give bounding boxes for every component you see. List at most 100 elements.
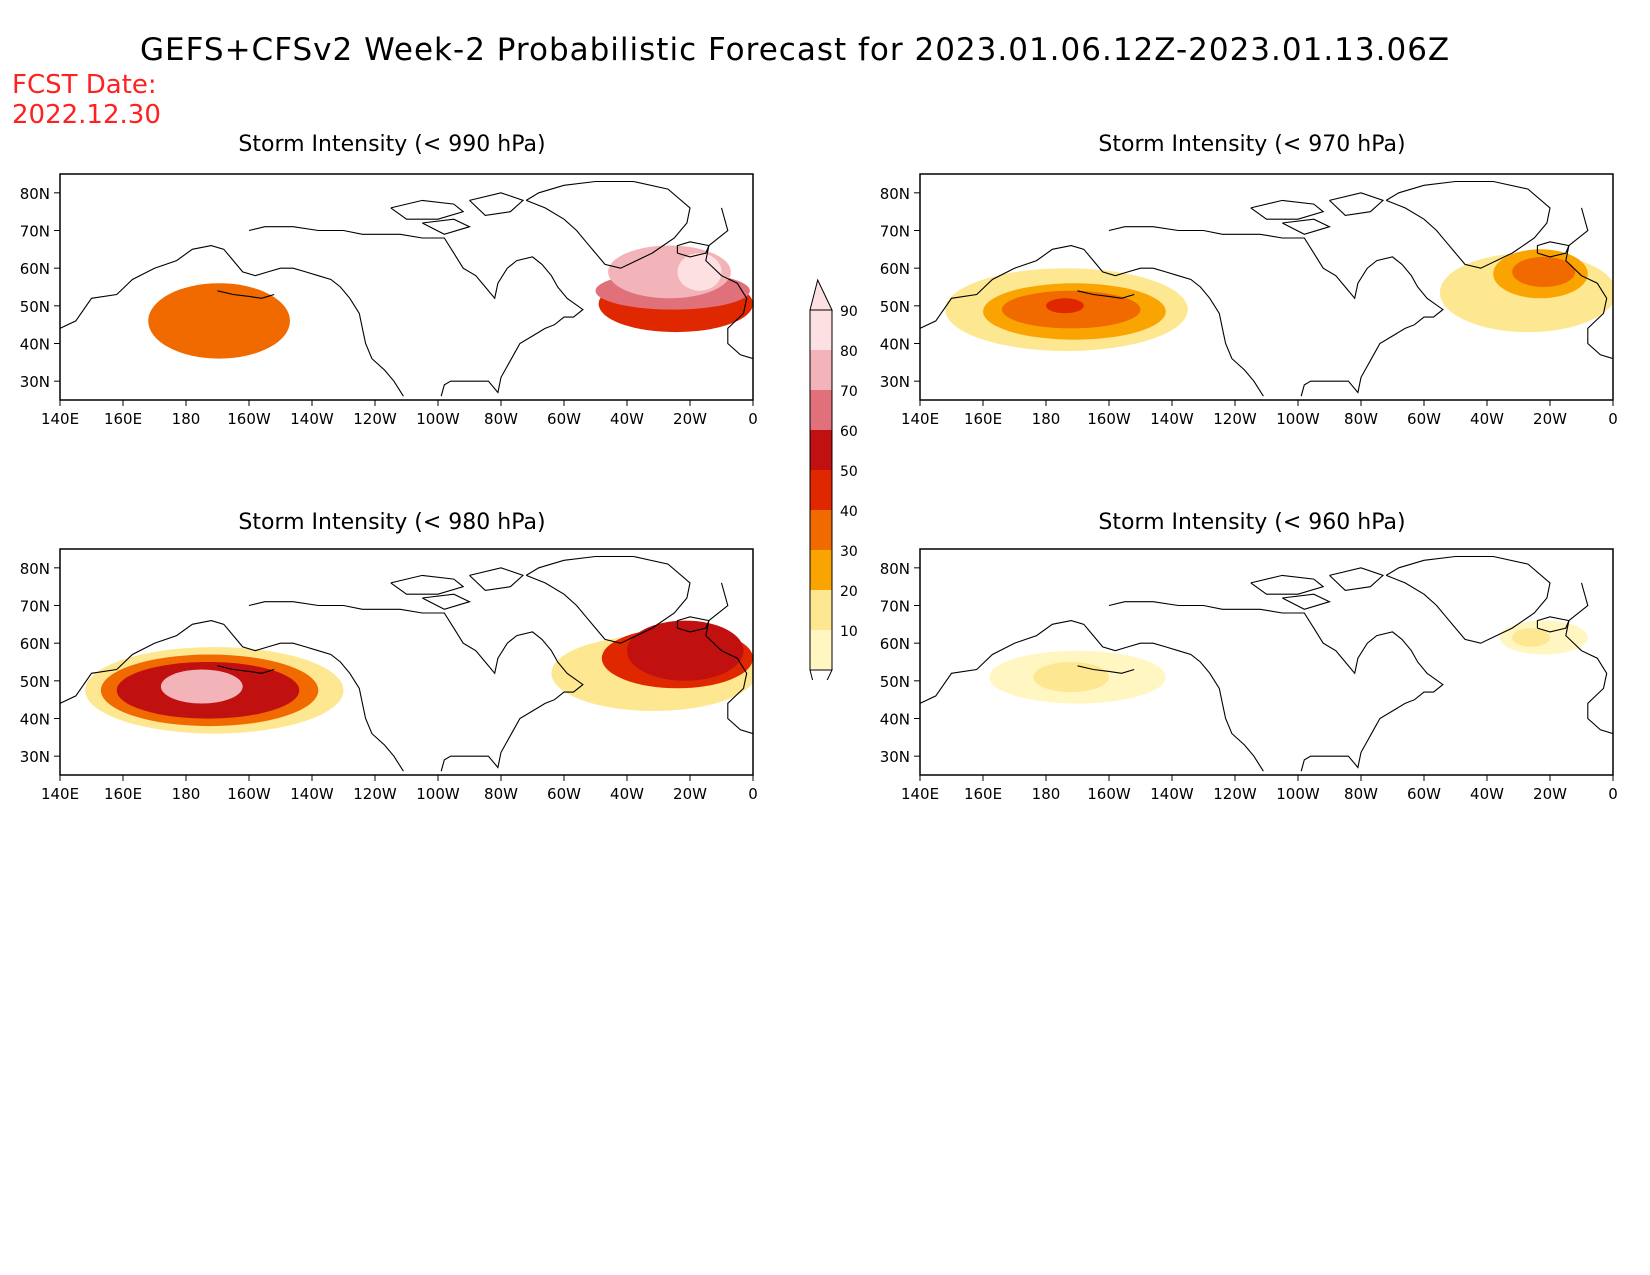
colorbar-label: 70 <box>840 384 858 400</box>
lon-tick-label: 160E <box>104 785 142 803</box>
lon-tick-label: 100W <box>416 410 460 428</box>
lon-tick-label: 140E <box>41 785 79 803</box>
coastline <box>920 620 1264 772</box>
lon-tick-label: 140W <box>290 785 334 803</box>
coastline <box>1329 192 1385 216</box>
coastline <box>1077 290 1135 299</box>
coastline <box>1108 226 1444 397</box>
lon-tick-label: 120W <box>353 785 397 803</box>
lon-tick-label: 60W <box>547 410 581 428</box>
coastline <box>422 593 472 610</box>
lon-tick-label: 160W <box>227 410 271 428</box>
colorbar-over-arrow <box>809 278 833 311</box>
coastline <box>676 241 710 258</box>
panel-title-990: Storm Intensity (< 990 hPa) <box>238 132 546 157</box>
map-frame <box>919 173 1614 401</box>
lon-tick-label: 40W <box>610 785 644 803</box>
lon-tick-label: 100W <box>1276 410 1320 428</box>
colorbar-segment <box>810 550 832 590</box>
lon-tick-label: 60W <box>547 785 581 803</box>
lon-tick-label: 140E <box>901 785 939 803</box>
coastline <box>1329 567 1385 591</box>
coastline <box>1385 180 1551 269</box>
lon-tick-label: 160E <box>104 410 142 428</box>
lon-tick-label: 160W <box>1087 410 1131 428</box>
fcst-date-block: FCST Date: 2022.12.30 <box>12 70 161 130</box>
map-frame <box>919 548 1614 776</box>
lat-tick-label: 30N <box>880 748 910 766</box>
lon-tick-label: 160E <box>964 410 1002 428</box>
lat-tick-label: 30N <box>20 748 50 766</box>
lon-tick-label: 180 <box>172 410 201 428</box>
probability-area-90 <box>677 253 722 291</box>
lon-tick-label: 60W <box>1407 410 1441 428</box>
colorbar-label: 80 <box>840 344 858 360</box>
lon-tick-label: 140W <box>1150 410 1194 428</box>
coastline <box>1250 199 1325 220</box>
lat-tick-label: 70N <box>20 598 50 616</box>
panel-title-970: Storm Intensity (< 970 hPa) <box>1098 132 1406 157</box>
lon-tick-label: 40W <box>1470 785 1504 803</box>
lat-tick-label: 60N <box>20 635 50 653</box>
map-frame <box>59 548 754 776</box>
colorbar-label: 50 <box>840 464 858 480</box>
lon-tick-label: 100W <box>416 785 460 803</box>
colorbar-segment <box>810 390 832 430</box>
probability-area-40 <box>148 283 290 359</box>
coastline <box>525 180 691 269</box>
colorbar-segment <box>810 310 832 350</box>
colorbar-label: 30 <box>840 544 858 560</box>
coastline <box>1536 241 1570 258</box>
lat-tick-label: 70N <box>880 223 910 241</box>
lat-tick-label: 30N <box>880 373 910 391</box>
lat-tick-label: 40N <box>20 711 50 729</box>
lon-tick-label: 60W <box>1407 785 1441 803</box>
lon-tick-label: 140W <box>1150 785 1194 803</box>
colorbar-label: 20 <box>840 584 858 600</box>
lat-tick-label: 80N <box>880 185 910 203</box>
colorbar-label: 90 <box>840 304 858 320</box>
coastline <box>920 245 1264 397</box>
lat-tick-label: 50N <box>880 673 910 691</box>
lat-tick-label: 60N <box>20 260 50 278</box>
lon-tick-label: 180 <box>172 785 201 803</box>
lon-tick-label: 140W <box>290 410 334 428</box>
lat-tick-label: 70N <box>880 598 910 616</box>
lat-tick-label: 50N <box>880 298 910 316</box>
lat-tick-label: 50N <box>20 673 50 691</box>
coastline <box>422 218 472 235</box>
coastline <box>676 616 710 633</box>
lon-tick-label: 120W <box>1213 785 1257 803</box>
coastline <box>525 555 691 644</box>
map-frame <box>59 173 754 401</box>
colorbar-segment <box>810 590 832 630</box>
lon-tick-label: 20W <box>1533 785 1567 803</box>
fcst-date-value: 2022.12.30 <box>12 100 161 130</box>
colorbar: 10 20 30 40 50 60 70 80 90 <box>809 278 858 680</box>
lon-tick-label: 160W <box>1087 785 1131 803</box>
coastline <box>60 245 404 397</box>
coastline <box>217 665 275 674</box>
coastline <box>248 601 584 772</box>
lon-tick-label: 0 <box>1608 410 1618 428</box>
lon-tick-label: 120W <box>353 410 397 428</box>
lon-tick-label: 40W <box>1470 410 1504 428</box>
map-panel-960: 80N 70N 60N 50N 40N 30N 140E 160E 180 160W 140W 120… <box>880 548 1618 803</box>
lat-tick-label: 30N <box>20 373 50 391</box>
lon-tick-label: 80W <box>1344 785 1378 803</box>
colorbar-segment <box>810 430 832 470</box>
probability-area-40 <box>1512 256 1576 287</box>
lon-tick-label: 0 <box>748 785 758 803</box>
probability-area-20 <box>1512 628 1550 647</box>
lon-tick-label: 160W <box>227 785 271 803</box>
probability-area-60 <box>627 620 744 681</box>
colorbar-segment <box>810 470 832 510</box>
panel-title-980: Storm Intensity (< 980 hPa) <box>238 510 546 535</box>
coastline <box>469 192 525 216</box>
coastline <box>1536 616 1570 633</box>
lat-tick-label: 70N <box>20 223 50 241</box>
probability-area-50 <box>1046 298 1084 314</box>
colorbar-segment <box>810 510 832 550</box>
lon-tick-label: 0 <box>748 410 758 428</box>
coastline <box>705 582 753 735</box>
